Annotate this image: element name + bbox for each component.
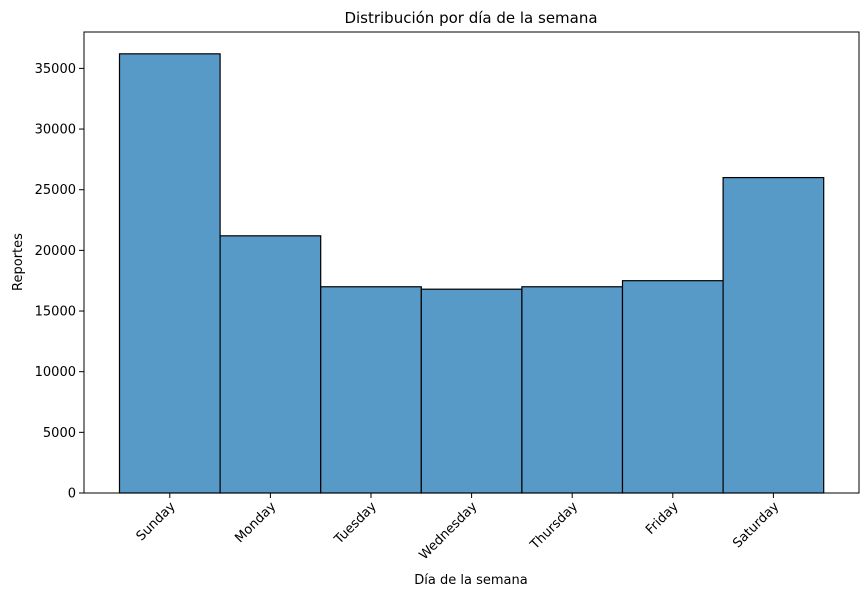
axes-frame — [83, 31, 860, 494]
x-tick-label: Wednesday — [417, 499, 481, 563]
x-tick-label: Friday — [643, 499, 682, 538]
bar-saturday — [722, 176, 825, 494]
chart-title: Distribución por día de la semana — [344, 9, 597, 27]
y-tick-label: 25000 — [35, 183, 76, 198]
bar-friday — [621, 280, 724, 494]
bar-sunday — [118, 53, 221, 494]
x-axis-title: Día de la semana — [414, 573, 527, 588]
y-tick-label: 35000 — [35, 62, 76, 77]
y-tick-label: 10000 — [35, 365, 76, 380]
x-tick-label: Monday — [232, 499, 279, 546]
y-tick-label: 5000 — [43, 426, 76, 441]
bar-tuesday — [320, 286, 422, 494]
x-tick-label: Sunday — [134, 499, 179, 544]
bar-monday — [219, 235, 322, 494]
y-tick-label: 20000 — [35, 244, 76, 259]
y-tick-label: 30000 — [35, 123, 76, 138]
bar-thursday — [521, 286, 624, 494]
bar-wednesday — [420, 288, 523, 494]
y-tick-label: 0 — [68, 487, 76, 502]
x-tick-label: Tuesday — [331, 499, 380, 548]
x-tick-label: Saturday — [730, 499, 782, 551]
y-tick-label: 15000 — [35, 305, 76, 320]
plot-area: Sunday Monday Tuesday Wednesday Thursday Frid… — [35, 53, 825, 563]
y-axis-title: Reportes — [11, 233, 26, 291]
x-tick-label: Thursday — [527, 499, 581, 553]
